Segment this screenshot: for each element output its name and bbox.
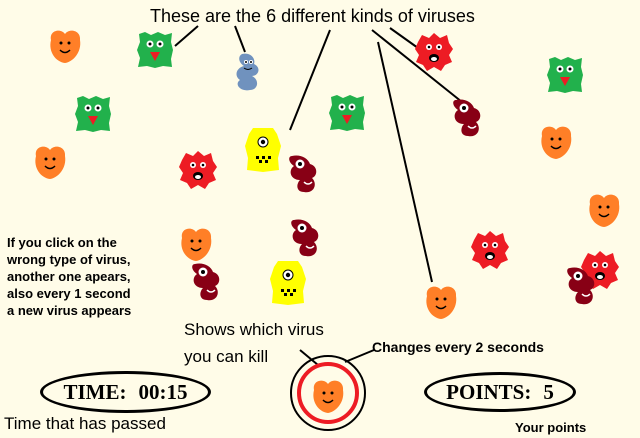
changes-label: Changes every 2 seconds [372,339,544,355]
virus-orange[interactable] [541,126,572,159]
virus-darkred[interactable] [289,155,317,193]
title-pointer-green [174,25,199,47]
help-line: If you click on the [7,235,117,250]
target-inner-ring [297,362,359,424]
title-text: These are the 6 different kinds of virus… [150,6,475,26]
changes-pointer [344,349,375,363]
help-line: also every 1 second [7,286,131,301]
virus-darkred[interactable] [192,263,220,301]
virus-orange[interactable] [50,30,81,63]
virus-red[interactable] [415,33,453,71]
shows-which-label: Shows which virus [184,320,324,339]
virus-red[interactable] [179,151,217,189]
virus-orange[interactable] [426,286,457,319]
virus-yellow[interactable] [245,128,281,172]
virus-red[interactable] [471,231,509,269]
target-virus-orange [313,380,344,413]
virus-green[interactable] [329,95,365,131]
virus-darkred[interactable] [291,219,319,257]
help-line: a new virus appears [7,303,132,318]
you-can-kill-label: you can kill [184,347,269,366]
title-pointer-darkred [371,29,463,103]
help-line: wrong type of virus, [7,252,131,267]
virus-orange[interactable] [181,228,212,261]
time-caption: Time that has passed [4,414,166,433]
time-value: 00:15 [138,379,188,404]
points-value: 5 [543,379,554,404]
help-line: another one apears, [7,269,131,284]
virus-darkred[interactable] [453,99,481,137]
virus-green[interactable] [75,96,111,132]
help-text: If you click on the wrong type of virus,… [7,234,182,319]
target-outer-ring [290,355,366,431]
virus-blue[interactable] [236,53,259,91]
time-display: TIME: 00:15 [40,371,211,413]
virus-green[interactable] [137,32,173,68]
shows-pointer [299,349,319,366]
title-pointer-blue [234,25,246,53]
title-pointer-yellow [289,29,331,131]
points-display: POINTS: 5 [424,372,576,412]
annotation-lines [174,25,463,366]
title-pointer-orange [377,41,433,283]
target-virus-indicator [290,355,366,431]
virus-orange[interactable] [35,146,66,179]
virus-green[interactable] [547,57,583,93]
time-label: TIME: [63,379,127,404]
virus-darkred[interactable] [567,267,595,305]
virus-yellow[interactable] [270,261,306,305]
points-label: POINTS: [446,379,532,404]
title-pointer-red [389,27,419,49]
points-caption: Your points [515,420,587,435]
virus-orange[interactable] [589,194,620,227]
